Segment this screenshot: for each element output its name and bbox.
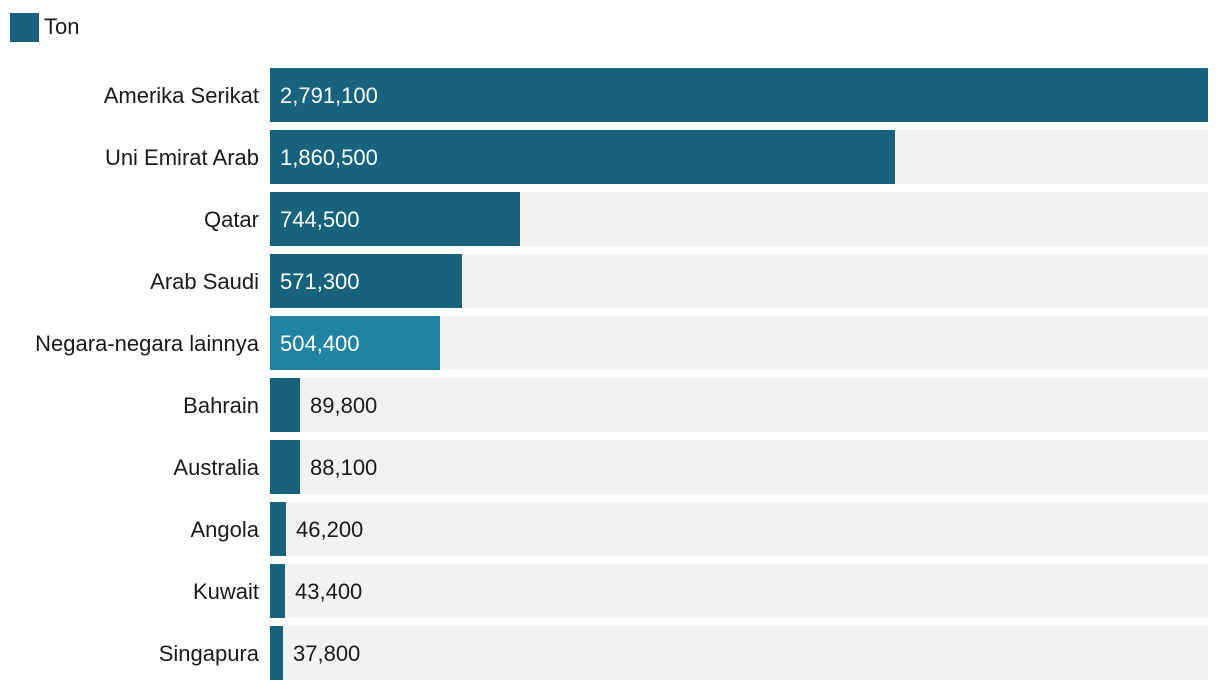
bar-row: Singapura 37,800 (159, 626, 1208, 680)
bar (270, 502, 286, 556)
value-label: 89,800 (310, 393, 377, 418)
value-label: 1,860,500 (280, 145, 378, 170)
value-label: 744,500 (280, 207, 360, 232)
bar-track (270, 626, 1208, 680)
bar (270, 626, 283, 680)
bar-track (270, 378, 1208, 432)
bar-row: Bahrain 89,800 (183, 378, 1208, 432)
bar-track (270, 502, 1208, 556)
category-label: Kuwait (193, 579, 259, 604)
bar-row: Angola 46,200 (190, 502, 1208, 556)
bar (270, 316, 440, 370)
bar-track (270, 564, 1208, 618)
bar-row: Negara-negara lainnya 504,400 (35, 316, 1208, 370)
bar (270, 378, 300, 432)
category-label: Qatar (204, 207, 259, 232)
category-label: Singapura (159, 641, 260, 666)
bar-row: Kuwait 43,400 (193, 564, 1208, 618)
category-label: Amerika Serikat (104, 83, 259, 108)
category-label: Angola (190, 517, 259, 542)
value-label: 43,400 (295, 579, 362, 604)
bar (270, 440, 300, 494)
value-label: 504,400 (280, 331, 360, 356)
bar-row: Amerika Serikat 2,791,100 (104, 68, 1208, 122)
value-label: 88,100 (310, 455, 377, 480)
value-label: 46,200 (296, 517, 363, 542)
bar (270, 192, 520, 246)
bar-row: Qatar 744,500 (204, 192, 1208, 246)
category-label: Negara-negara lainnya (35, 331, 260, 356)
bar (270, 130, 895, 184)
bar-track (270, 440, 1208, 494)
bar-row: Australia 88,100 (173, 440, 1208, 494)
bar (270, 564, 285, 618)
legend-label: Ton (44, 14, 80, 39)
category-label: Australia (173, 455, 259, 480)
value-label: 2,791,100 (280, 83, 378, 108)
value-label: 37,800 (293, 641, 360, 666)
value-label: 571,300 (280, 269, 360, 294)
category-label: Uni Emirat Arab (105, 145, 259, 170)
bar (270, 68, 1208, 122)
bar-row: Uni Emirat Arab 1,860,500 (105, 130, 1208, 184)
bar (270, 254, 462, 308)
category-label: Bahrain (183, 393, 259, 418)
category-label: Arab Saudi (150, 269, 259, 294)
chart-legend: Ton (10, 12, 79, 42)
legend-swatch (10, 12, 39, 42)
bar-row: Arab Saudi 571,300 (150, 254, 1208, 308)
